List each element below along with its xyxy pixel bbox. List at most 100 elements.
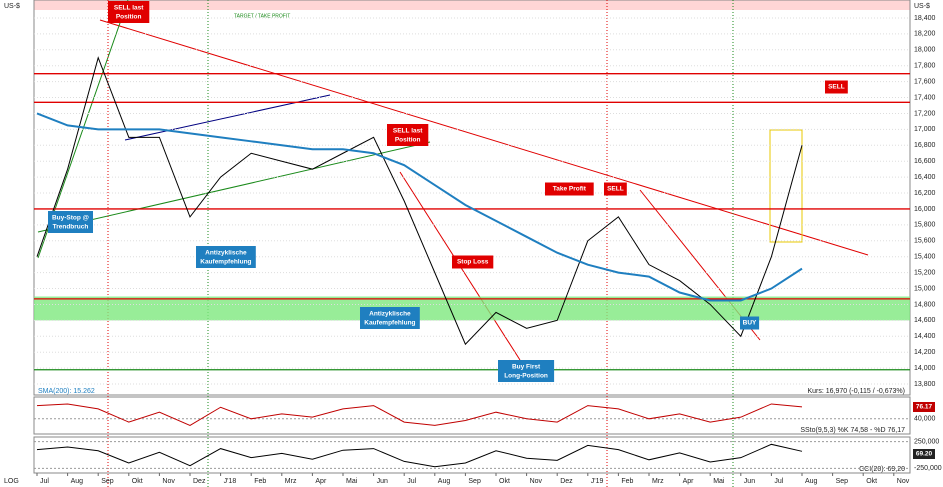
y-tick-label: 17,400 (914, 94, 936, 101)
x-tick-label: Apr (315, 478, 327, 485)
stoch-value-box (913, 402, 935, 412)
annotation-box (196, 246, 256, 268)
y-tick-label: 17,200 (914, 110, 936, 117)
annotation: Buy-Stop @ Trendbruch (52, 214, 89, 230)
cci-value: 69.20 (916, 451, 933, 458)
annotation-box (545, 182, 594, 196)
y-tick-label: 15,800 (914, 222, 936, 229)
y-tick-label: 17,600 (914, 78, 936, 85)
x-tick-label: Aug (805, 478, 818, 485)
x-tick-label: Nov (897, 478, 910, 485)
y-tick-label: 14,800 (914, 301, 936, 308)
x-tick-label: Okt (499, 478, 510, 485)
y-tick-label: 17,000 (914, 126, 936, 133)
cci-frame (33, 436, 911, 474)
x-tick-label: Mai (346, 478, 358, 485)
x-tick-label: Aug (71, 478, 84, 485)
x-tick-label: Nov (162, 478, 175, 485)
y-tick-label: 14,400 (914, 333, 936, 340)
x-tick-label: Sep (836, 478, 849, 485)
log-label: LOG (4, 478, 19, 485)
x-tick-label: Okt (132, 478, 143, 485)
x-tick-label: Jul (40, 478, 49, 485)
x-tick-label: Jun (744, 478, 755, 485)
x-tick-label: Aug (438, 478, 451, 485)
stoch-value: 76.17 (916, 404, 933, 411)
x-tick-label: Dez (560, 478, 573, 485)
y-tick-label: 13,800 (914, 381, 936, 388)
y-tick-label: 18,200 (914, 31, 936, 38)
y-tick-label: 14,200 (914, 349, 936, 356)
x-tick-label: Jul (774, 478, 783, 485)
annotation: Antizyklische Kaufempfehlung (200, 249, 251, 265)
sma-label: SMA(200): 15.262 (38, 388, 95, 395)
y-tick-label: 15,000 (914, 285, 936, 292)
y-tick-label: 15,200 (914, 269, 936, 276)
series-line (36, 112, 803, 302)
series-line (36, 403, 803, 426)
top-zone (34, 0, 910, 10)
annotation: SELL (828, 84, 845, 91)
annotation: Stop Loss (457, 259, 489, 266)
trendline (99, 19, 869, 256)
annotation: SELL last Position (393, 127, 423, 143)
y-tick-label: 16,400 (914, 174, 936, 181)
x-tick-label: Mrz (652, 478, 664, 485)
series-line (36, 443, 803, 468)
x-tick-label: J'19 (591, 478, 604, 485)
cci-value-box (913, 449, 935, 459)
stoch-frame (33, 396, 911, 435)
x-tick-label: Jul (407, 478, 416, 485)
x-tick-label: Sep (468, 478, 481, 485)
unit-left: US-$ (4, 3, 20, 10)
annotation: Take Profit (553, 186, 587, 193)
x-tick-label: Dez (193, 478, 206, 485)
annotation-box (387, 124, 429, 146)
annotation-box (740, 316, 760, 330)
y-tick-label: 15,600 (914, 238, 936, 245)
annotation: TARGET / TAKE PROFIT (234, 13, 290, 19)
x-tick-label: Sep (101, 478, 114, 485)
annotation-box (108, 1, 150, 23)
support-band (34, 296, 910, 321)
y-tick-label: 40,000 (914, 416, 936, 423)
annotation: SELL (607, 186, 624, 193)
x-tick-label: Apr (683, 478, 695, 485)
x-tick-label: Mrz (285, 478, 297, 485)
x-tick-label: Mai (713, 478, 725, 485)
y-tick-label: 18,400 (914, 15, 936, 22)
annotation-box (360, 307, 420, 329)
annotation-box (825, 80, 848, 94)
annotation-box (604, 182, 627, 196)
x-tick-label: J'18 (224, 478, 237, 485)
quote: Kurs: 16,970 (-0,115 / -0,673%) (807, 388, 905, 395)
x-tick-label: Nov (530, 478, 543, 485)
annotation-box (452, 255, 494, 269)
y-tick-label: 16,200 (914, 190, 936, 197)
x-tick-label: Jun (377, 478, 388, 485)
y-tick-label: 17,800 (914, 63, 936, 70)
y-tick-label: 16,000 (914, 206, 936, 213)
series-line (36, 56, 803, 346)
x-tick-label: Okt (866, 478, 877, 485)
y-tick-label: 14,600 (914, 317, 936, 324)
y-tick-label: 250,000 (914, 439, 939, 446)
annotation: BUY (743, 320, 757, 327)
stoch-title: SSto(9,5,3) %K 74,58 - %D 76,17 (800, 427, 905, 434)
x-tick-label: Feb (254, 478, 266, 485)
trendline (37, 141, 431, 233)
unit-right: US-$ (914, 3, 930, 10)
y-tick-label: 16,800 (914, 142, 936, 149)
annotation-box (498, 360, 555, 382)
annotation: Antizyklische Kaufempfehlung (364, 310, 415, 326)
highlight-box (769, 129, 803, 243)
y-tick-label: 16,600 (914, 158, 936, 165)
y-tick-label: -250,000 (914, 465, 942, 472)
price-frame (33, 0, 911, 396)
y-tick-label: 18,000 (914, 47, 936, 54)
annotation: Buy First Long-Position (504, 363, 548, 379)
annotation-box (48, 211, 93, 233)
y-tick-label: 15,400 (914, 254, 936, 261)
annotation: SELL last Position (114, 4, 144, 20)
